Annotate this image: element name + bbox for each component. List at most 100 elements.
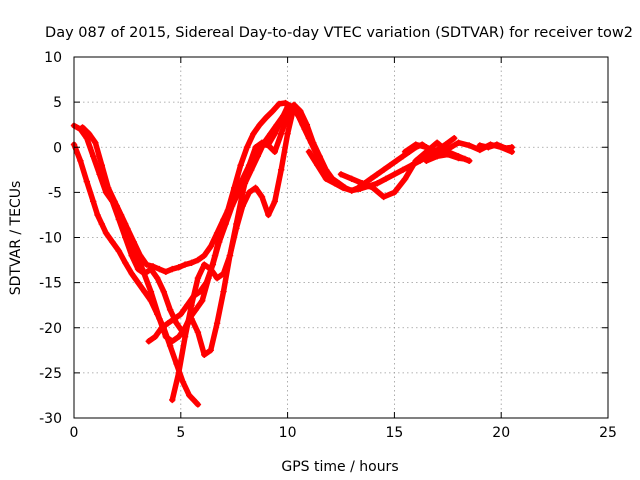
y-tick-label: 10	[44, 50, 62, 66]
y-tick-label: -30	[39, 411, 62, 427]
data-point	[175, 333, 182, 340]
data-point	[374, 171, 381, 178]
data-point	[331, 180, 338, 187]
y-axis-label: SDTVAR / TECUs	[8, 181, 24, 296]
data-point	[455, 139, 462, 146]
data-point	[269, 107, 276, 115]
data-point	[271, 198, 278, 205]
data-point	[162, 268, 170, 275]
data-point	[188, 301, 195, 309]
data-point	[271, 148, 278, 155]
data-point	[188, 259, 195, 266]
data-point	[465, 142, 473, 149]
data-point	[444, 145, 451, 153]
data-point	[310, 139, 317, 146]
data-point	[201, 261, 208, 268]
data-point	[98, 162, 105, 169]
data-point	[149, 263, 157, 270]
data-point	[147, 288, 155, 295]
data-point	[216, 238, 223, 246]
data-point	[237, 162, 244, 169]
data-point	[201, 252, 208, 259]
data-point	[305, 148, 313, 155]
y-tick-label: -5	[48, 185, 62, 201]
data-point	[201, 351, 208, 359]
data-point	[220, 270, 227, 277]
data-point	[451, 135, 458, 142]
data-point	[177, 311, 184, 318]
data-point	[207, 347, 214, 354]
y-tick-label: -25	[39, 366, 62, 382]
series-arc-4	[104, 103, 291, 359]
data-point	[339, 184, 347, 192]
x-tick-label: 15	[385, 425, 403, 441]
plot-area	[70, 99, 516, 408]
y-tick-label: 0	[53, 140, 62, 156]
data-point	[196, 288, 204, 295]
data-point	[235, 189, 242, 196]
data-point	[401, 148, 409, 155]
x-tick-label: 25	[599, 425, 617, 441]
data-point	[83, 178, 91, 185]
data-point	[433, 139, 441, 146]
data-point	[412, 157, 419, 164]
data-point	[461, 155, 469, 163]
data-point	[166, 342, 174, 349]
data-point	[109, 238, 116, 246]
data-point	[203, 279, 210, 286]
data-point	[508, 144, 516, 151]
series-arc-2	[70, 99, 334, 336]
data-point	[154, 274, 161, 282]
y-tick-label: -20	[39, 321, 62, 337]
data-point	[175, 264, 182, 271]
data-point	[169, 396, 176, 404]
data-point	[162, 333, 170, 340]
data-point	[158, 324, 165, 331]
data-point	[322, 175, 330, 183]
data-point	[245, 189, 253, 196]
data-point	[412, 141, 419, 148]
data-point	[102, 229, 110, 237]
data-point	[115, 247, 123, 255]
data-point	[337, 171, 345, 178]
data-point	[85, 130, 93, 137]
data-point	[98, 220, 105, 228]
data-point	[143, 261, 150, 268]
data-point	[156, 265, 163, 273]
data-point	[166, 306, 174, 313]
data-point	[151, 333, 159, 340]
data-point	[252, 144, 259, 151]
data-point	[164, 320, 172, 327]
data-point	[179, 378, 187, 386]
data-point	[423, 144, 430, 151]
data-point	[192, 306, 199, 313]
data-point	[275, 100, 283, 108]
data-point	[348, 187, 355, 194]
data-point	[194, 401, 202, 408]
chart-title: Day 087 of 2015, Sidereal Day-to-day VTE…	[45, 25, 633, 41]
data-point	[485, 144, 492, 151]
data-point	[277, 166, 285, 174]
data-point	[263, 114, 270, 121]
data-point	[213, 274, 221, 282]
data-point	[122, 220, 129, 228]
data-point	[181, 261, 189, 268]
y-tick-label: -10	[39, 231, 62, 247]
data-point	[267, 130, 274, 137]
data-point	[79, 124, 86, 131]
data-point	[386, 162, 394, 169]
x-tick-label: 10	[279, 425, 297, 441]
data-point	[156, 315, 163, 322]
data-point	[128, 270, 135, 277]
data-point	[194, 329, 202, 336]
data-point	[181, 333, 189, 340]
data-point	[222, 220, 229, 228]
data-point	[239, 202, 246, 210]
series-arc-5	[145, 103, 313, 345]
data-point	[284, 130, 291, 137]
data-point	[290, 103, 298, 110]
data-point	[194, 274, 202, 282]
data-point	[314, 162, 321, 169]
data-point	[277, 130, 285, 137]
data-point	[348, 175, 355, 183]
